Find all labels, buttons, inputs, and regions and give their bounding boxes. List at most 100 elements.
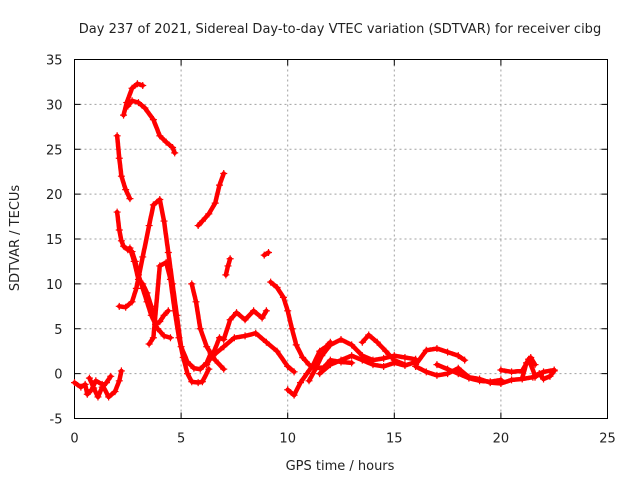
data-point-plus: [531, 361, 539, 369]
data-point-plus: [279, 293, 287, 301]
data-point-plus: [260, 251, 268, 259]
data-point-plus: [230, 334, 238, 342]
series-band: [360, 332, 408, 367]
data-point-plus: [292, 341, 300, 349]
y-axis-label: SDTVAR / TECUs: [8, 185, 23, 292]
series-arc-14: [260, 248, 273, 259]
data-point-plus: [267, 278, 275, 286]
data-point-plus: [348, 352, 356, 360]
data-point-plus: [113, 132, 121, 140]
data-point-plus: [220, 365, 228, 373]
data-point-plus: [81, 380, 89, 388]
series-arc-9: [145, 258, 213, 387]
data-point-plus: [311, 365, 319, 373]
data-point-plus: [380, 354, 388, 362]
data-point-plus: [373, 338, 381, 346]
data-point-plus: [122, 186, 130, 194]
data-point-plus: [433, 344, 441, 352]
data-point-plus: [164, 248, 172, 256]
data-point-plus: [105, 393, 113, 401]
data-point-plus: [422, 368, 430, 376]
data-point-plus: [117, 367, 125, 375]
data-point-plus: [128, 84, 136, 92]
data-point-plus: [139, 253, 147, 261]
data-point-plus: [160, 332, 168, 340]
data-point-plus: [117, 237, 125, 245]
data-point-plus: [198, 378, 206, 386]
data-point-plus: [141, 104, 149, 112]
data-point-plus: [198, 217, 206, 225]
data-point-plus: [126, 195, 134, 203]
data-point-plus: [160, 217, 168, 225]
data-point-plus: [412, 362, 420, 370]
data-point-plus: [497, 366, 505, 374]
data-point-plus: [390, 356, 398, 364]
data-point-plus: [224, 262, 232, 270]
data-point-plus: [134, 275, 142, 283]
data-point-plus: [508, 376, 516, 384]
data-point-plus: [188, 280, 196, 288]
data-point-plus: [171, 307, 179, 315]
data-point-plus: [241, 316, 249, 324]
x-tick-label: 20: [493, 432, 510, 447]
data-point-plus: [139, 280, 147, 288]
data-point-plus: [522, 359, 530, 367]
data-point-plus: [143, 289, 151, 297]
data-point-plus: [130, 257, 138, 265]
data-point-plus: [535, 370, 543, 378]
data-point-plus: [262, 338, 270, 346]
data-point-plus: [508, 368, 516, 376]
data-point-plus: [102, 379, 110, 387]
data-point-plus: [433, 361, 441, 369]
data-point-plus: [527, 353, 535, 361]
data-point-plus: [203, 361, 211, 369]
data-point-plus: [115, 302, 123, 310]
y-tick-label: 25: [46, 143, 63, 158]
data-point-plus: [128, 97, 136, 105]
data-point-plus: [179, 353, 187, 361]
data-point-plus: [284, 362, 292, 370]
x-axis-label: GPS time / hours: [286, 459, 395, 474]
data-point-plus: [369, 361, 377, 369]
data-point-plus: [126, 244, 134, 252]
data-point-plus: [120, 242, 128, 250]
x-tick-label: 15: [386, 432, 403, 447]
data-point-plus: [265, 248, 273, 256]
series-band: [268, 279, 354, 371]
data-point-plus: [497, 376, 505, 384]
data-point-plus: [476, 377, 484, 385]
data-point-plus: [190, 364, 198, 372]
y-tick-label: 10: [46, 278, 63, 293]
x-tick-label: 5: [177, 432, 185, 447]
data-point-plus: [348, 359, 356, 367]
data-point-plus: [203, 343, 211, 351]
data-point-plus: [120, 111, 128, 119]
data-point-plus: [296, 379, 304, 387]
data-point-plus: [196, 365, 204, 373]
data-point-plus: [546, 372, 554, 380]
data-point-plus: [337, 336, 345, 344]
data-point-plus: [382, 347, 390, 355]
data-point-plus: [326, 361, 334, 369]
data-point-plus: [156, 318, 164, 326]
data-point-plus: [250, 307, 258, 315]
data-point-plus: [303, 370, 311, 378]
data-point-plus: [147, 302, 155, 310]
data-point-plus: [358, 356, 366, 364]
data-point-plus: [149, 334, 157, 342]
data-point-plus: [540, 368, 548, 376]
data-point-plus: [115, 226, 123, 234]
data-point-plus: [318, 352, 326, 360]
data-point-plus: [192, 298, 200, 306]
data-point-plus: [401, 353, 409, 361]
data-point-plus: [205, 210, 213, 218]
data-point-plus: [145, 222, 153, 230]
data-point-plus: [316, 370, 324, 378]
data-point-plus: [145, 340, 153, 348]
data-point-plus: [183, 370, 191, 378]
series-arc-20: [358, 331, 409, 369]
data-point-plus: [211, 199, 219, 207]
series-arc-25: [518, 353, 539, 382]
x-tick-label: 0: [70, 432, 78, 447]
y-tick-label: 35: [46, 54, 63, 69]
